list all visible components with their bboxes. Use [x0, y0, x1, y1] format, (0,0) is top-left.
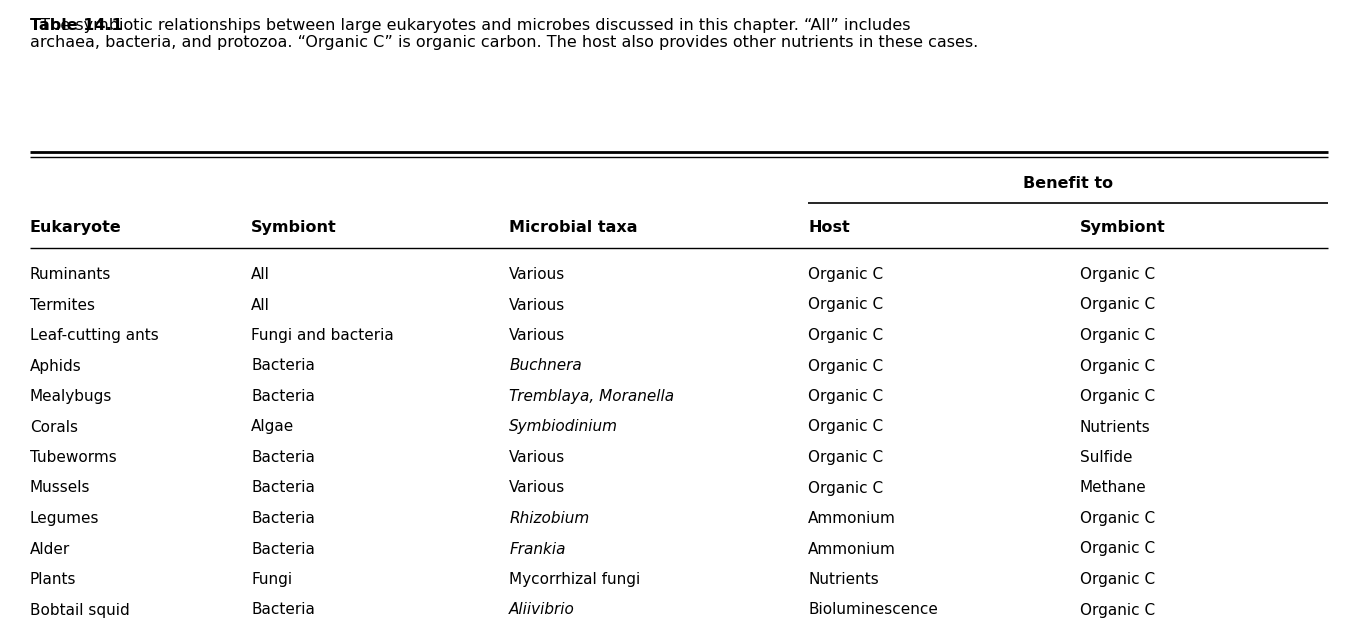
Text: Bacteria: Bacteria: [251, 603, 315, 617]
Text: Organic C: Organic C: [808, 481, 883, 496]
Text: All: All: [251, 297, 270, 313]
Text: Symbiodinium: Symbiodinium: [509, 420, 618, 434]
Text: Nutrients: Nutrients: [1080, 420, 1150, 434]
Text: Benefit to: Benefit to: [1023, 177, 1114, 192]
Text: Mealybugs: Mealybugs: [30, 389, 113, 404]
Text: Organic C: Organic C: [1080, 603, 1154, 617]
Text: Various: Various: [509, 328, 565, 343]
Text: Bacteria: Bacteria: [251, 389, 315, 404]
Text: Fungi: Fungi: [251, 572, 292, 587]
Text: Various: Various: [509, 481, 565, 496]
Text: Symbiont: Symbiont: [251, 221, 337, 235]
Text: Bioluminescence: Bioluminescence: [808, 603, 938, 617]
Text: Termites: Termites: [30, 297, 95, 313]
Text: Organic C: Organic C: [1080, 572, 1154, 587]
Text: Various: Various: [509, 297, 565, 313]
Text: Organic C: Organic C: [1080, 297, 1154, 313]
Text: Organic C: Organic C: [1080, 389, 1154, 404]
Text: Ammonium: Ammonium: [808, 511, 896, 526]
Text: Organic C: Organic C: [808, 389, 883, 404]
Text: Buchnera: Buchnera: [509, 358, 583, 373]
Text: Organic C: Organic C: [1080, 511, 1154, 526]
Text: Fungi and bacteria: Fungi and bacteria: [251, 328, 394, 343]
Text: Tremblaya, Moranella: Tremblaya, Moranella: [509, 389, 675, 404]
Text: Organic C: Organic C: [808, 297, 883, 313]
Text: Aliivibrio: Aliivibrio: [509, 603, 576, 617]
Text: Tubeworms: Tubeworms: [30, 450, 117, 465]
Text: Organic C: Organic C: [1080, 541, 1154, 556]
Text: Bacteria: Bacteria: [251, 358, 315, 373]
Text: Bobtail squid: Bobtail squid: [30, 603, 129, 617]
Text: Host: Host: [808, 221, 850, 235]
Text: Various: Various: [509, 267, 565, 282]
Text: Eukaryote: Eukaryote: [30, 221, 122, 235]
Text: Legumes: Legumes: [30, 511, 99, 526]
Text: Sulfide: Sulfide: [1080, 450, 1133, 465]
Text: All: All: [251, 267, 270, 282]
Text: Table 14.1: Table 14.1: [30, 18, 122, 33]
Text: Microbial taxa: Microbial taxa: [509, 221, 638, 235]
Text: Algae: Algae: [251, 420, 295, 434]
Text: Ruminants: Ruminants: [30, 267, 111, 282]
Text: Ammonium: Ammonium: [808, 541, 896, 556]
Text: Bacteria: Bacteria: [251, 450, 315, 465]
Text: Nutrients: Nutrients: [808, 572, 879, 587]
Text: Bacteria: Bacteria: [251, 541, 315, 556]
Text: Organic C: Organic C: [808, 328, 883, 343]
Text: Organic C: Organic C: [808, 358, 883, 373]
Text: Organic C: Organic C: [1080, 328, 1154, 343]
Text: Organic C: Organic C: [808, 267, 883, 282]
Text: Mussels: Mussels: [30, 481, 91, 496]
Text: Corals: Corals: [30, 420, 77, 434]
Text: Organic C: Organic C: [808, 420, 883, 434]
Text: Organic C: Organic C: [1080, 358, 1154, 373]
Text: Bacteria: Bacteria: [251, 511, 315, 526]
Text: Plants: Plants: [30, 572, 76, 587]
Text: Frankia: Frankia: [509, 541, 566, 556]
Text: Leaf-cutting ants: Leaf-cutting ants: [30, 328, 159, 343]
Text: Various: Various: [509, 450, 565, 465]
Text: Organic C: Organic C: [1080, 267, 1154, 282]
Text: Rhizobium: Rhizobium: [509, 511, 589, 526]
Text: Bacteria: Bacteria: [251, 481, 315, 496]
Text: Organic C: Organic C: [808, 450, 883, 465]
Text: Methane: Methane: [1080, 481, 1146, 496]
Text: Mycorrhizal fungi: Mycorrhizal fungi: [509, 572, 641, 587]
Text: Aphids: Aphids: [30, 358, 81, 373]
Text: The symbiotic relationships between large eukaryotes and microbes discussed in t: The symbiotic relationships between larg…: [30, 18, 978, 51]
Text: Symbiont: Symbiont: [1080, 221, 1165, 235]
Text: Alder: Alder: [30, 541, 71, 556]
